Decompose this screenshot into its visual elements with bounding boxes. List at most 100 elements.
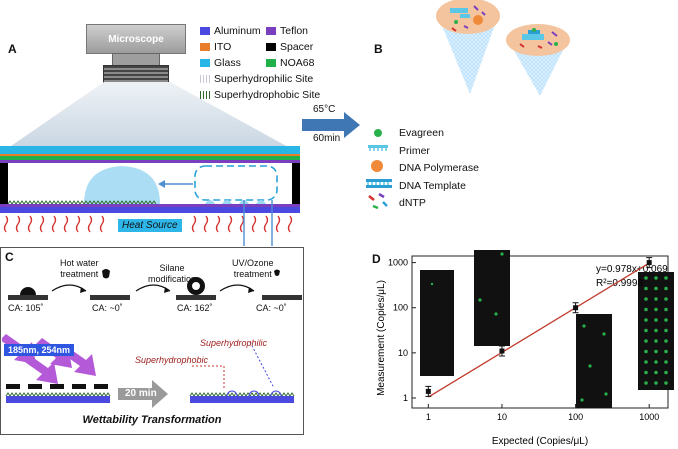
x-tick-label: 10 <box>497 412 507 422</box>
droplet-dot <box>664 276 668 280</box>
x-tick-label: 1000 <box>639 412 659 422</box>
y-tick-label: 1000 <box>388 258 408 268</box>
fluorescence-image-1 <box>420 270 454 376</box>
large-droplet <box>84 166 160 204</box>
droplet-dot <box>644 339 648 343</box>
duration-arrow <box>118 380 168 408</box>
panel-c-title: Wettability Transformation <box>82 414 222 426</box>
fluorescence-image-10 <box>474 250 510 346</box>
droplet-dot <box>644 381 648 385</box>
top-glass-layer <box>0 146 300 154</box>
teflon-bottom-layer <box>0 204 300 207</box>
contact-angle-4: CA: ~0˚ <box>256 303 287 313</box>
droplet-dot <box>664 349 668 354</box>
legend-ito: ITO <box>200 41 231 53</box>
x-tick-label: 100 <box>568 412 583 422</box>
droplet-dot <box>644 307 648 312</box>
spacer-right <box>292 163 300 204</box>
droplet-dot <box>654 381 658 385</box>
dashed-region <box>194 165 278 201</box>
legend-template: DNA Template <box>399 180 466 192</box>
fluorescence-image-1000 <box>638 272 674 390</box>
duration-label: 20 min <box>125 388 157 399</box>
droplet-dot <box>644 328 648 333</box>
droplet-dot <box>644 297 648 301</box>
droplet-dot <box>644 286 648 291</box>
treatment-sequence <box>8 269 302 300</box>
microscope-label: Microscope <box>108 33 164 45</box>
data-point <box>425 388 431 394</box>
dntp-icon <box>368 192 388 210</box>
superhydrophobic-label: Superhydrophobic <box>135 355 209 365</box>
droplet-dot <box>664 381 668 385</box>
droplet-dot <box>654 349 658 354</box>
template-icon <box>366 179 392 188</box>
data-point <box>646 260 652 266</box>
droplet-dot <box>654 318 658 322</box>
polymerase-icon <box>371 160 383 172</box>
legend-primer: Primer <box>399 145 430 157</box>
droplet-dot <box>664 307 668 312</box>
fit-line <box>427 262 650 398</box>
spacer-left <box>0 163 8 204</box>
fluorescence-image-100 <box>576 314 612 408</box>
contact-angle-2: CA: ~0˚ <box>92 303 123 313</box>
droplet-dot <box>664 297 668 301</box>
teflon-top-layer <box>0 160 300 163</box>
light-cone <box>8 82 290 148</box>
droplet-dot <box>644 370 648 375</box>
y-axis-label: Measurement (Copies/μL) <box>376 280 387 396</box>
x-tick-label: 1 <box>426 412 431 422</box>
step-hot-water: Hot water treatment <box>60 258 99 279</box>
ito-layer <box>0 154 300 156</box>
data-point <box>499 348 505 354</box>
panel-label-c: C <box>5 250 14 264</box>
legend-dntp: dNTP <box>399 197 426 209</box>
droplet-dot <box>654 276 658 280</box>
x-axis-label: Expected (Copies/μL) <box>492 436 588 447</box>
panel-label-d: D <box>372 252 381 266</box>
droplet-dot <box>664 360 668 364</box>
step-uv-ozone: UV/Ozone treatment <box>232 258 274 279</box>
time-label: 60min <box>313 133 341 144</box>
chip-cross-section <box>0 146 300 246</box>
legend-spacer: Spacer <box>266 41 313 53</box>
pcr-tubes <box>436 0 570 96</box>
primer-icon <box>368 145 388 151</box>
droplet-dot <box>644 276 648 280</box>
droplet-dot <box>644 318 648 322</box>
droplet-dot <box>654 339 658 343</box>
data-point <box>573 305 579 311</box>
uv-wavelength-label: 185nm, 254nm <box>4 344 75 356</box>
droplet-dot <box>654 297 658 301</box>
droplet-dot <box>654 370 658 375</box>
legend-noa68: NOA68 <box>266 57 314 69</box>
legend-glass: Glass <box>200 57 241 69</box>
heat-source-label: Heat Source <box>118 219 182 232</box>
contact-angle-3: CA: 162˚ <box>177 303 213 313</box>
panel-label-a: A <box>8 42 17 56</box>
temperature-label: 65°C <box>313 104 336 115</box>
legend-aluminum: Aluminum <box>200 25 261 37</box>
droplet-dot <box>654 360 658 364</box>
droplet-dot <box>644 349 648 354</box>
legend-b-icons <box>366 129 392 210</box>
noa68-layer <box>0 156 300 160</box>
step-silane: Silane modification <box>148 263 197 284</box>
droplet-dot <box>664 339 668 343</box>
panel-c-frame <box>0 247 304 435</box>
panel-label-b: B <box>374 42 383 56</box>
heat-waves <box>3 215 293 233</box>
legend-superhydrophilic: Superhydrophilic Site <box>200 73 313 85</box>
legend-superhydrophobic: Superhydrophobic Site <box>200 89 320 101</box>
fit-r2: R²=0.9998 <box>596 278 643 289</box>
evagreen-icon <box>374 129 382 137</box>
droplet-dot <box>654 286 658 291</box>
legend-polymerase: DNA Polymerase <box>399 162 479 174</box>
droplet-dot <box>664 370 668 375</box>
droplet-dot <box>664 328 668 333</box>
droplet-dot <box>664 286 668 291</box>
plot-area <box>411 255 669 409</box>
superhydrophilic-label: Superhydrophilic <box>200 338 268 348</box>
legend-teflon: Teflon <box>266 25 308 37</box>
